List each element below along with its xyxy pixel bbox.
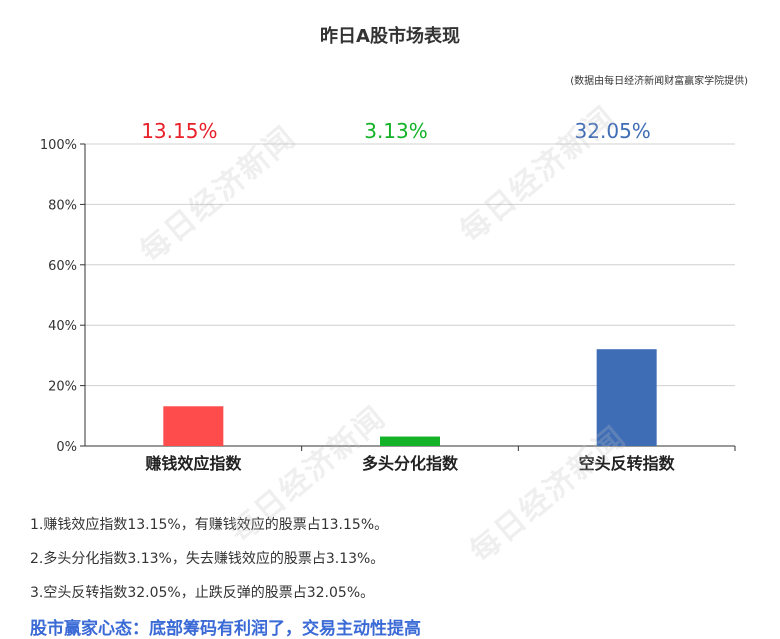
x-tick-label: 多头分化指数 bbox=[362, 454, 459, 473]
chart-title: 昨日A股市场表现 bbox=[320, 26, 460, 47]
x-tick-label: 赚钱效应指数 bbox=[144, 454, 242, 473]
data-label: 32.05% bbox=[575, 119, 651, 143]
y-tick-label: 40% bbox=[48, 319, 77, 334]
y-tick-label: 20% bbox=[48, 380, 77, 395]
note-1: 1.赚钱效应指数13.15%，有赚钱效应的股票占13.15%。 bbox=[30, 517, 389, 533]
y-tick-label: 0% bbox=[56, 440, 77, 455]
bar-chart: 0% 20% 40% 60% 80% 100% 赚钱效应指数 13.15% 多头分化指数 3.13… bbox=[40, 119, 736, 473]
data-label: 13.15% bbox=[141, 119, 217, 143]
bar bbox=[380, 436, 440, 446]
source-note: (数据由每日经济新闻财富赢家学院提供) bbox=[570, 76, 748, 87]
y-tick-label: 60% bbox=[48, 259, 77, 274]
note-2: 2.多头分化指数3.13%，失去赚钱效应的股票占3.13%。 bbox=[30, 551, 385, 567]
bar bbox=[163, 406, 224, 446]
headline: 股市赢家心态：底部筹码有利润了，交易主动性提高 bbox=[30, 619, 421, 639]
x-tick-label: 空头反转指数 bbox=[579, 454, 676, 473]
y-tick-label: 100% bbox=[40, 138, 77, 153]
bar bbox=[596, 349, 657, 446]
data-label: 3.13% bbox=[364, 119, 428, 143]
y-tick-label: 80% bbox=[48, 198, 77, 213]
note-3: 3.空头反转指数32.05%，止跌反弹的股票占32.05%。 bbox=[30, 585, 375, 601]
